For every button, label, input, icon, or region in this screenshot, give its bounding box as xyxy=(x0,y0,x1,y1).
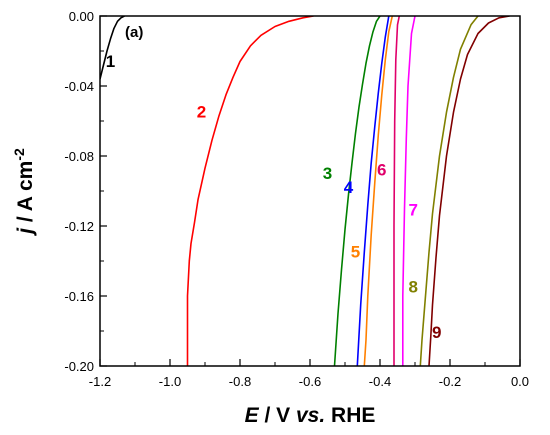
series-4-line xyxy=(356,16,390,366)
series-layer xyxy=(100,16,510,366)
y-axis-ticks: 0.00 -0.04 -0.08 -0.12 -0.16 -0.20 xyxy=(64,9,107,374)
series-9-line xyxy=(428,16,510,366)
series-3-line xyxy=(333,16,381,366)
x-axis-title: E / V vs. RHE xyxy=(245,404,376,427)
x-axis-ticks: -1.2 -1.0 -0.8 -0.6 -0.4 -0.2 0.0 xyxy=(89,359,529,389)
series-9-label: 9 xyxy=(432,323,441,342)
series-2-line xyxy=(186,16,314,366)
series-7-line xyxy=(401,16,416,366)
series-4-label: 4 xyxy=(344,178,354,197)
y-tick-label: -0.20 xyxy=(64,359,94,374)
series-1-label: 1 xyxy=(106,52,115,71)
series-8-line xyxy=(419,16,479,366)
series-6-label: 6 xyxy=(377,160,386,179)
x-tick-label: -0.4 xyxy=(369,374,391,389)
x-tick-label: -0.2 xyxy=(439,374,461,389)
x-tick-label: -1.0 xyxy=(159,374,181,389)
series-labels: 1 2 34 5 6 7 8 9 xyxy=(106,52,442,342)
plot-background xyxy=(100,16,520,366)
series-1-line xyxy=(100,16,125,80)
y-tick-label: -0.04 xyxy=(64,79,94,94)
y-axis-title: j / A cm-2 xyxy=(11,148,37,237)
y-tick-label: -0.08 xyxy=(64,149,94,164)
panel-label: (a) xyxy=(125,24,143,41)
y-tick-label: -0.16 xyxy=(64,289,94,304)
series-6-line xyxy=(393,16,401,366)
series-8-label: 8 xyxy=(409,278,418,297)
x-tick-label: -0.8 xyxy=(229,374,251,389)
x-tick-label: -1.2 xyxy=(89,374,111,389)
y-tick-label: 0.00 xyxy=(69,9,94,24)
series-3-label: 3 xyxy=(323,164,332,183)
series-7-label: 7 xyxy=(409,201,418,220)
x-tick-label: -0.6 xyxy=(299,374,321,389)
series-2-label: 2 xyxy=(197,103,206,122)
x-tick-label: 0.0 xyxy=(511,374,529,389)
y-tick-label: -0.12 xyxy=(64,219,94,234)
series-5-line xyxy=(363,16,394,366)
series-5-label: 5 xyxy=(351,243,360,262)
